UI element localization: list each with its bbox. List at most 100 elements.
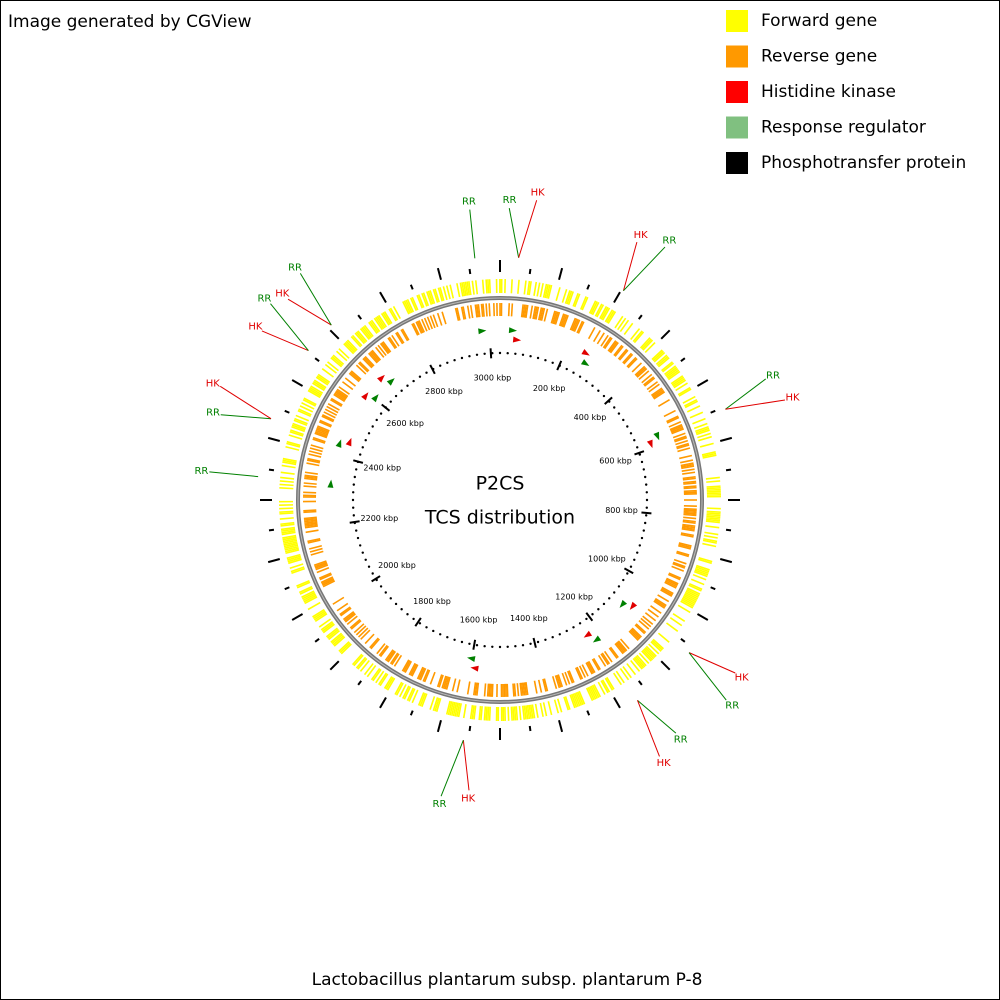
forward-gene [702,539,717,544]
forward-gene [682,395,696,404]
reverse-gene [335,389,348,399]
forward-gene [695,426,709,433]
outer-dash [468,725,472,732]
inner-dot [638,544,642,547]
reverse-gene [683,491,697,494]
forward-gene [487,279,490,294]
reverse-gene [369,637,379,649]
outer-dash [613,696,621,709]
inner-dot [645,491,648,494]
reverse-gene [456,679,461,693]
reverse-gene [683,485,697,488]
inner-dot [558,633,561,636]
reverse-gene [391,334,400,347]
reverse-gene [330,397,343,406]
reverse-gene [665,578,678,586]
organism: Lactobacillus plantarum subsp. plantarum… [312,970,703,990]
forward-gene [336,350,348,362]
inner-dot [544,638,547,642]
reverse-gene [322,580,336,588]
reverse-gene [600,334,609,347]
forward-gene [427,290,434,305]
forward-gene [684,400,699,409]
forward-gene [324,363,337,374]
reverse-gene [608,647,618,659]
forward-gene [406,687,415,702]
legend-swatch [726,116,748,139]
reverse-gene [623,353,634,365]
reverse-gene [486,683,490,697]
forward-gene [644,341,656,354]
reverse-gene [332,596,345,605]
inner-dot [460,356,464,360]
forward-gene [298,585,313,594]
forward-gene [357,657,368,670]
forward-gene [346,339,358,351]
forward-gene [587,686,595,701]
inner-dot [483,644,486,648]
reverse-gene [617,348,628,360]
inner-dot [352,506,355,509]
forward-gene [599,305,608,319]
reverse-gene [312,436,326,443]
reverse-gene [303,485,317,488]
legend-label: Histidine kinase [761,82,896,102]
reverse-gene [423,317,431,331]
reverse-gene [304,476,318,480]
reverse-gene [382,341,392,353]
forward-gene [403,686,412,700]
reverse-gene [678,544,692,550]
forward-gene [375,316,385,330]
feature-label: HK [735,673,750,684]
reverse-gene [654,597,667,607]
reverse-gene [568,670,575,683]
forward-gene [468,281,472,296]
forward-gene [282,459,297,464]
feature-label: RR [766,371,780,382]
forward-gene [694,569,709,576]
tcs-marker [345,437,352,447]
reverse-gene [676,444,690,450]
reverse-gene [587,660,596,674]
inner-dot [389,597,392,600]
forward-gene [702,454,717,459]
forward-gene [456,283,461,298]
reverse-gene [650,387,663,397]
reverse-gene [355,625,367,636]
forward-gene [657,632,670,643]
outer-dash [710,409,716,414]
inner-dot [506,352,509,355]
forward-gene [684,591,699,600]
reverse-gene [349,371,361,382]
label-line [688,652,736,674]
forward-gene [290,429,304,436]
forward-gene [280,526,295,531]
forward-gene [308,388,322,397]
reverse-gene [391,653,400,666]
forward-gene [310,385,324,394]
tick-mark [641,511,652,515]
forward-gene [698,556,713,563]
reverse-gene [350,619,362,630]
reverse-gene [462,306,467,320]
reverse-gene [438,674,444,688]
reverse-gene [683,513,697,517]
reverse-gene [550,310,556,324]
forward-gene [485,706,488,721]
reverse-gene [322,578,335,586]
inner-dot [629,432,633,435]
tick-label: 400 kbp [574,413,607,422]
inner-dot [617,585,621,588]
forward-gene [449,701,455,716]
forward-gene [283,539,298,544]
reverse-gene [364,355,375,367]
outer-dash [558,719,564,733]
forward-gene [315,376,329,386]
feature-label: RR [288,262,302,273]
reverse-gene [553,311,559,325]
label-line [287,298,332,326]
reverse-gene [664,581,677,589]
reverse-gene [377,344,387,356]
reverse-gene [644,377,656,387]
forward-gene [321,622,334,632]
